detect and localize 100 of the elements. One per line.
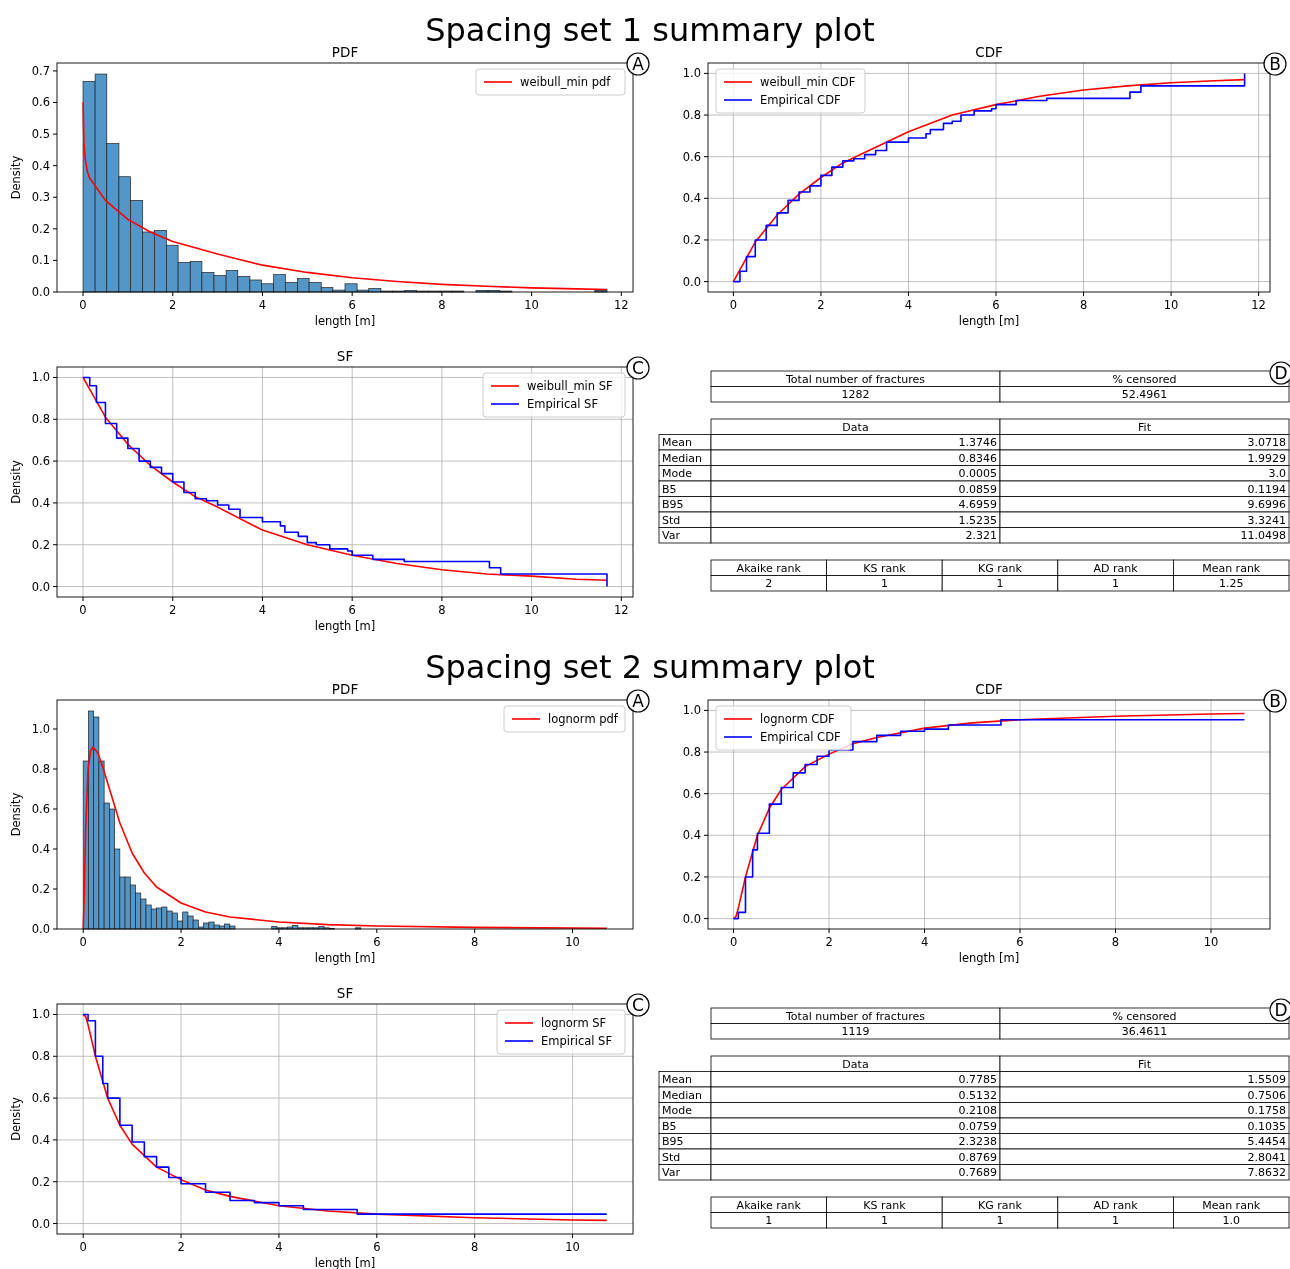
x-tick-label: 10 bbox=[1163, 298, 1179, 312]
legend-label: lognorm SF bbox=[541, 1016, 607, 1030]
x-tick-label: 6 bbox=[373, 935, 381, 949]
y-axis-title: Density bbox=[9, 459, 23, 504]
y-tick-label: 0.0 bbox=[31, 922, 50, 936]
x-tick-label: 2 bbox=[825, 935, 833, 949]
chart-title: SF bbox=[336, 348, 354, 364]
y-tick-label: 0.6 bbox=[31, 1091, 50, 1106]
y-tick-label: 0.0 bbox=[31, 1216, 50, 1231]
annotation: C bbox=[632, 358, 644, 378]
y-tick-label: 0.8 bbox=[31, 1049, 50, 1064]
x-tick-label: 2 bbox=[177, 1240, 185, 1254]
y-tick-label: 0.6 bbox=[682, 149, 701, 164]
x-axis-title: length [m] bbox=[958, 314, 1020, 328]
legend-label: Empirical SF bbox=[527, 397, 599, 411]
x-tick-label: 10 bbox=[565, 935, 580, 949]
y-tick-label: 0.8 bbox=[31, 412, 50, 427]
legend-label: Empirical SF bbox=[541, 1034, 613, 1048]
x-tick-label: 10 bbox=[565, 1240, 580, 1254]
x-axis-title: length [m] bbox=[314, 314, 376, 328]
annotation: A bbox=[632, 54, 645, 74]
y-tick-label: 0.0 bbox=[682, 274, 701, 289]
y-tick-label: 1.0 bbox=[682, 703, 701, 718]
y-tick-label: 0.6 bbox=[31, 95, 50, 110]
legend-label: weibull_min CDF bbox=[760, 75, 856, 89]
x-axis-title: length [m] bbox=[958, 951, 1020, 965]
y-tick-label: 0.8 bbox=[31, 762, 50, 776]
y-tick-label: 0.0 bbox=[31, 285, 50, 299]
chart-title: CDF bbox=[975, 681, 1003, 697]
y-tick-label: 0.4 bbox=[682, 828, 701, 843]
x-tick-label: 2 bbox=[169, 298, 177, 312]
x-tick-label: 4 bbox=[904, 298, 913, 312]
x-tick-label: 0 bbox=[79, 603, 87, 617]
x-tick-label: 6 bbox=[348, 298, 356, 312]
y-tick-label: 0.2 bbox=[682, 232, 701, 247]
y-tick-label: 0.1 bbox=[31, 253, 50, 268]
y-tick-label: 0.3 bbox=[31, 190, 50, 205]
x-tick-label: 8 bbox=[438, 298, 446, 312]
y-axis-title: Density bbox=[9, 792, 23, 837]
circled-letter: C bbox=[626, 993, 650, 1017]
x-tick-label: 8 bbox=[471, 935, 479, 949]
x-tick-label: 4 bbox=[258, 603, 267, 617]
annotation: B bbox=[1269, 54, 1281, 74]
x-tick-label: 4 bbox=[920, 935, 929, 949]
y-tick-label: 1.0 bbox=[31, 1007, 50, 1022]
text: Spacing set 1 summary plot bbox=[425, 11, 875, 49]
x-tick-label: 4 bbox=[275, 935, 283, 949]
y-tick-label: 0.0 bbox=[31, 579, 50, 594]
x-tick-label: 4 bbox=[275, 1240, 283, 1254]
x-axis-title: length [m] bbox=[314, 951, 376, 965]
y-tick-label: 0.4 bbox=[31, 495, 50, 510]
y-tick-label: 0.7 bbox=[31, 63, 50, 78]
y-axis-title: Density bbox=[9, 155, 23, 200]
circled-letter: B bbox=[1263, 689, 1287, 713]
x-tick-label: 2 bbox=[817, 298, 825, 312]
y-tick-label: 1.0 bbox=[682, 66, 701, 81]
x-tick-label: 4 bbox=[258, 298, 267, 312]
annotation: C bbox=[632, 995, 644, 1015]
y-tick-label: 0.2 bbox=[31, 537, 50, 552]
x-tick-label: 10 bbox=[524, 298, 539, 312]
x-axis-title: length [m] bbox=[314, 619, 376, 633]
x-tick-label: 6 bbox=[1016, 935, 1024, 949]
x-tick-label: 6 bbox=[992, 298, 1000, 312]
chart-title: PDF bbox=[331, 44, 359, 60]
circled-letter: A bbox=[626, 689, 650, 713]
y-tick-label: 0.8 bbox=[682, 745, 701, 760]
y-tick-label: 0.6 bbox=[682, 786, 701, 801]
legend-label: weibull_min pdf bbox=[520, 75, 612, 89]
y-tick-label: 0.4 bbox=[31, 1132, 50, 1147]
legend-label: lognorm pdf bbox=[548, 712, 619, 726]
x-tick-label: 12 bbox=[614, 603, 629, 617]
legend-label: lognorm CDF bbox=[760, 712, 835, 726]
x-tick-label: 0 bbox=[79, 298, 87, 312]
x-tick-label: 2 bbox=[169, 603, 177, 617]
x-tick-label: 8 bbox=[1111, 935, 1120, 949]
x-tick-label: 12 bbox=[1251, 298, 1266, 312]
y-tick-label: 1.0 bbox=[31, 370, 50, 385]
y-tick-label: 1.0 bbox=[31, 722, 50, 736]
x-tick-label: 6 bbox=[373, 1240, 381, 1254]
y-tick-label: 0.4 bbox=[682, 191, 701, 206]
x-tick-label: 0 bbox=[79, 935, 87, 949]
y-tick-label: 0.0 bbox=[682, 911, 701, 926]
x-tick-label: 0 bbox=[729, 298, 738, 312]
legend-label: Empirical CDF bbox=[760, 93, 841, 107]
y-tick-label: 0.5 bbox=[31, 127, 50, 142]
y-tick-label: 0.4 bbox=[31, 842, 50, 856]
chart-title: PDF bbox=[331, 681, 359, 697]
x-tick-label: 12 bbox=[614, 298, 629, 312]
y-tick-label: 0.4 bbox=[31, 158, 50, 173]
circled-letter: B bbox=[1263, 52, 1287, 76]
chart-title: CDF bbox=[975, 44, 1003, 60]
x-tick-label: 0 bbox=[729, 935, 738, 949]
x-tick-label: 10 bbox=[1203, 935, 1219, 949]
y-tick-label: 0.2 bbox=[31, 882, 50, 896]
y-tick-label: 0.2 bbox=[31, 1174, 50, 1189]
x-tick-label: 2 bbox=[177, 935, 185, 949]
y-tick-label: 0.6 bbox=[31, 802, 50, 816]
circled-letter: A bbox=[626, 52, 650, 76]
x-tick-label: 10 bbox=[524, 603, 539, 617]
y-tick-label: 0.2 bbox=[31, 221, 50, 236]
